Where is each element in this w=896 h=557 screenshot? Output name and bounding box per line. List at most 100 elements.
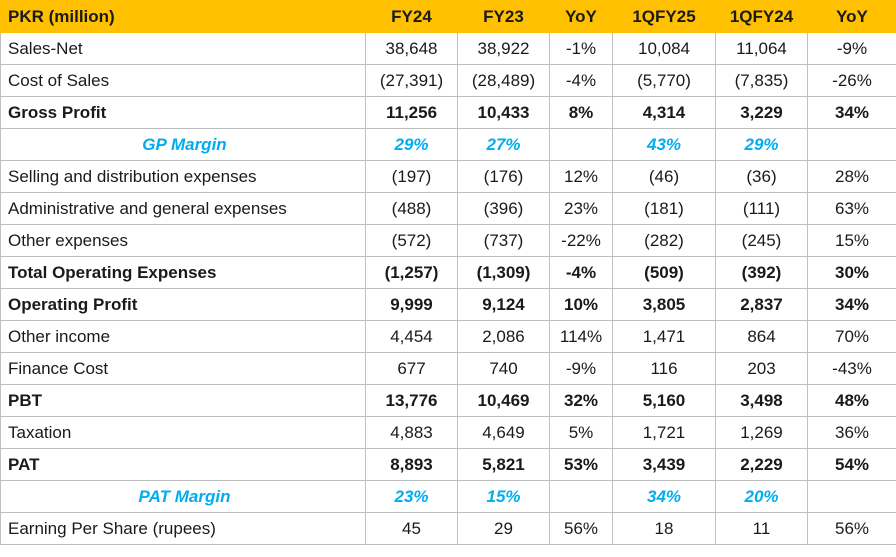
yoy-quarterly-cell: 30% — [807, 256, 896, 289]
yoy-annual-cell: 8% — [549, 96, 613, 129]
yoy-annual-cell: 114% — [549, 320, 613, 353]
table-row: Selling and distribution expenses (197) (1… — [0, 160, 896, 193]
row-label: Selling and distribution expenses — [0, 160, 366, 193]
fy24-cell: (27,391) — [365, 64, 458, 97]
yoy-annual-cell: -4% — [549, 64, 613, 97]
q1fy25-cell: (181) — [612, 192, 716, 225]
yoy-quarterly-cell: 34% — [807, 96, 896, 129]
q1fy25-cell: (509) — [612, 256, 716, 289]
fy24-cell: 4,454 — [365, 320, 458, 353]
row-label: Other income — [0, 320, 366, 353]
table-row: PAT 8,893 5,821 53% 3,439 2,229 54% — [0, 448, 896, 481]
row-label: GP Margin — [0, 128, 366, 161]
row-label: PAT — [0, 448, 366, 481]
yoy-annual-cell: -4% — [549, 256, 613, 289]
yoy-quarterly-cell: 48% — [807, 384, 896, 417]
fy24-cell: 11,256 — [365, 96, 458, 129]
yoy-quarterly-cell: 36% — [807, 416, 896, 449]
fy24-cell: 13,776 — [365, 384, 458, 417]
q1fy24-cell: 20% — [715, 480, 808, 513]
fy24-cell: (1,257) — [365, 256, 458, 289]
fy23-cell: (28,489) — [457, 64, 550, 97]
fy23-cell: 27% — [457, 128, 550, 161]
fy24-cell: 8,893 — [365, 448, 458, 481]
yoy-annual-cell: 5% — [549, 416, 613, 449]
yoy-annual-cell: 23% — [549, 192, 613, 225]
q1fy25-cell: (5,770) — [612, 64, 716, 97]
yoy-quarterly-cell: 15% — [807, 224, 896, 257]
q1fy25-cell: (282) — [612, 224, 716, 257]
q1fy25-cell: 34% — [612, 480, 716, 513]
yoy-quarterly-cell: 70% — [807, 320, 896, 353]
yoy-annual-cell: 32% — [549, 384, 613, 417]
fy24-cell: (197) — [365, 160, 458, 193]
row-label: Operating Profit — [0, 288, 366, 321]
q1fy24-cell: (245) — [715, 224, 808, 257]
fy23-cell: 29 — [457, 512, 550, 545]
header-yoy-quarterly: YoY — [807, 0, 896, 33]
q1fy24-cell: 29% — [715, 128, 808, 161]
q1fy25-cell: 18 — [612, 512, 716, 545]
yoy-annual-cell: 53% — [549, 448, 613, 481]
row-label: Earning Per Share (rupees) — [0, 512, 366, 545]
yoy-quarterly-cell: 56% — [807, 512, 896, 545]
yoy-quarterly-cell: 28% — [807, 160, 896, 193]
yoy-annual-cell: 12% — [549, 160, 613, 193]
table-row: Administrative and general expenses (488)… — [0, 192, 896, 225]
table-row: Gross Profit 11,256 10,433 8% 4,314 3,229 34% — [0, 96, 896, 129]
table-row: PBT 13,776 10,469 32% 5,160 3,498 48% — [0, 384, 896, 417]
fy23-cell: (737) — [457, 224, 550, 257]
q1fy24-cell: 3,229 — [715, 96, 808, 129]
q1fy24-cell: 11 — [715, 512, 808, 545]
table-row: Other income 4,454 2,086 114% 1,471 864 70% — [0, 320, 896, 353]
table-row: Other expenses (572) (737) -22% (282) (245) 15… — [0, 224, 896, 257]
row-label: PAT Margin — [0, 480, 366, 513]
yoy-quarterly-cell — [807, 480, 896, 513]
row-label: Total Operating Expenses — [0, 256, 366, 289]
table-row: Sales-Net 38,648 38,922 -1% 10,084 11,064 -9% — [0, 32, 896, 65]
yoy-quarterly-cell: -26% — [807, 64, 896, 97]
fy24-cell: 677 — [365, 352, 458, 385]
q1fy25-cell: 10,084 — [612, 32, 716, 65]
table-header: PKR (million) FY24 FY23 YoY 1QFY25 1QFY2… — [0, 0, 896, 33]
header-1qfy25: 1QFY25 — [612, 0, 716, 33]
yoy-quarterly-cell: 54% — [807, 448, 896, 481]
table-row: Cost of Sales (27,391) (28,489) -4% (5,770)(… — [0, 64, 896, 97]
fy24-cell: 9,999 — [365, 288, 458, 321]
q1fy24-cell: 11,064 — [715, 32, 808, 65]
q1fy24-cell: 1,269 — [715, 416, 808, 449]
fy24-cell: (488) — [365, 192, 458, 225]
header-fy23: FY23 — [457, 0, 550, 33]
fy23-cell: (176) — [457, 160, 550, 193]
q1fy25-cell: 1,721 — [612, 416, 716, 449]
fy24-cell: 45 — [365, 512, 458, 545]
yoy-annual-cell: -9% — [549, 352, 613, 385]
yoy-quarterly-cell: 34% — [807, 288, 896, 321]
fy23-cell: 740 — [457, 352, 550, 385]
q1fy24-cell: 2,837 — [715, 288, 808, 321]
yoy-annual-cell — [549, 480, 613, 513]
row-label: Administrative and general expenses — [0, 192, 366, 225]
yoy-annual-cell: -1% — [549, 32, 613, 65]
q1fy24-cell: 203 — [715, 352, 808, 385]
fy23-cell: (396) — [457, 192, 550, 225]
q1fy25-cell: 1,471 — [612, 320, 716, 353]
table-row: PAT Margin 23% 15% 34% 20% — [0, 480, 896, 513]
q1fy25-cell: 43% — [612, 128, 716, 161]
q1fy24-cell: 864 — [715, 320, 808, 353]
q1fy25-cell: 5,160 — [612, 384, 716, 417]
row-label: Sales-Net — [0, 32, 366, 65]
q1fy25-cell: 4,314 — [612, 96, 716, 129]
row-label: Cost of Sales — [0, 64, 366, 97]
yoy-annual-cell: 56% — [549, 512, 613, 545]
table-body: Sales-Net 38,648 38,922 -1% 10,084 11,064 -9% C… — [0, 32, 896, 545]
table-row: Earning Per Share (rupees) 45 29 56% 18 11 56% — [0, 512, 896, 545]
fy23-cell: 2,086 — [457, 320, 550, 353]
fy24-cell: 38,648 — [365, 32, 458, 65]
header-pkr-million: PKR (million) — [0, 0, 366, 33]
row-label: PBT — [0, 384, 366, 417]
row-label: Other expenses — [0, 224, 366, 257]
q1fy25-cell: (46) — [612, 160, 716, 193]
fy23-cell: 9,124 — [457, 288, 550, 321]
q1fy24-cell: (7,835) — [715, 64, 808, 97]
